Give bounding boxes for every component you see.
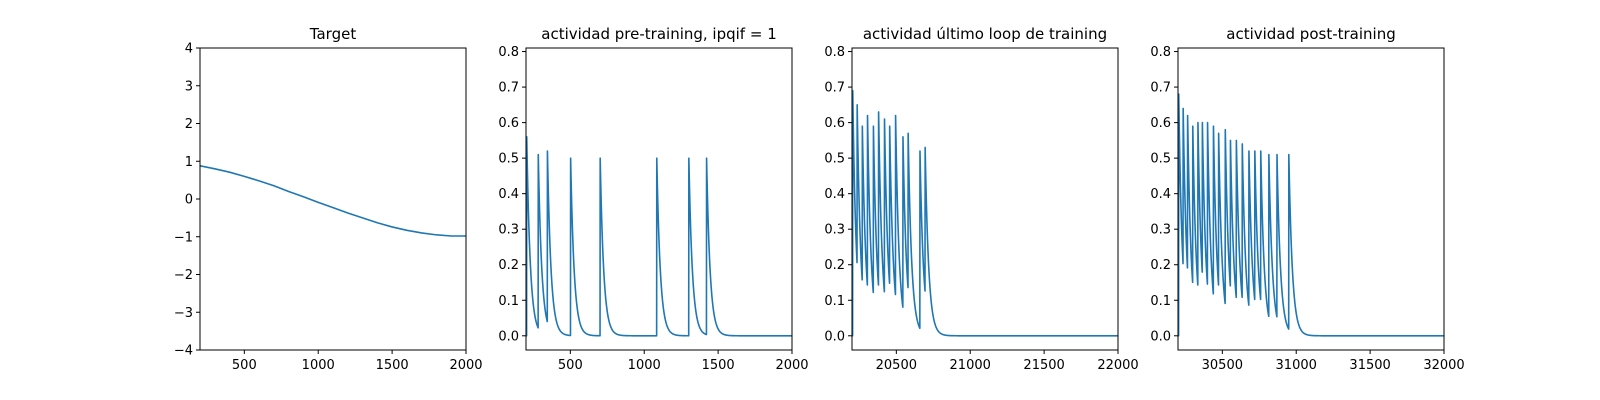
y-tick-label: 0.8	[1150, 45, 1171, 60]
x-tick-label: 500	[232, 358, 257, 373]
y-tick-label: 0.1	[498, 294, 519, 309]
y-tick-label: 0.5	[824, 152, 845, 167]
x-tick-label: 1000	[302, 358, 335, 373]
y-tick-label: 0.0	[498, 329, 519, 344]
x-tick-label: 20500	[876, 358, 917, 373]
y-tick-label: 2	[185, 117, 193, 132]
y-tick-label: 0.5	[1150, 152, 1171, 167]
y-tick-label: 0.7	[824, 81, 845, 96]
series-line	[526, 136, 792, 337]
axes-frame	[851, 47, 1119, 351]
y-tick-label: 0.1	[824, 294, 845, 309]
y-tick-label: 0.6	[498, 116, 519, 131]
y-tick-label: 0.8	[824, 45, 845, 60]
chart-title: Target	[309, 25, 357, 43]
y-tick-label: 0.8	[498, 45, 519, 60]
y-tick-label: 0.7	[1150, 81, 1171, 96]
y-tick-label: 0.4	[498, 187, 519, 202]
axes-frame	[525, 47, 793, 351]
y-tick-label: 0.6	[1150, 116, 1171, 131]
x-tick-label: 500	[558, 358, 583, 373]
chart-title: actividad pre-training, ipqif = 1	[541, 25, 777, 43]
y-tick-label: 1	[185, 155, 193, 170]
y-tick-label: −2	[174, 268, 193, 283]
chart-panel-2: 500 1000 1500 2000 0.0 0.1 0.2 0.3 0.4 0.5 0.6 0.7 0…	[498, 25, 808, 373]
series-line	[200, 164, 466, 237]
chart-panel-1: 500 1000 1500 2000 −4 −3 −2 −1 0 1 2 3 4 Target	[174, 25, 483, 373]
x-tick-label: 1500	[376, 358, 409, 373]
x-tick-label: 31000	[1276, 358, 1317, 373]
x-tick-label: 31500	[1349, 358, 1390, 373]
y-tick-label: 0.3	[498, 223, 519, 238]
y-tick-label: −1	[174, 230, 193, 245]
y-tick-label: 0.0	[1150, 329, 1171, 344]
x-tick-label: 2000	[449, 358, 482, 373]
x-tick-label: 21000	[950, 358, 991, 373]
y-tick-label: 0.4	[824, 187, 845, 202]
y-tick-label: 0.1	[1150, 294, 1171, 309]
y-tick-label: 0.2	[498, 258, 519, 273]
x-tick-label: 22000	[1097, 358, 1138, 373]
chart-title: actividad último loop de training	[863, 25, 1107, 43]
y-tick-label: 0	[185, 193, 193, 208]
x-tick-label: 1500	[702, 358, 735, 373]
y-tick-label: 0.3	[1150, 223, 1171, 238]
y-tick-label: 0.3	[824, 223, 845, 238]
series-line	[1178, 93, 1444, 337]
chart-title: actividad post-training	[1226, 25, 1395, 43]
x-tick-label: 1000	[628, 358, 661, 373]
x-tick-label: 2000	[775, 358, 808, 373]
y-tick-label: 4	[185, 42, 193, 57]
series-line	[852, 89, 1118, 337]
y-tick-label: 0.2	[824, 258, 845, 273]
axes-frame	[1177, 47, 1445, 351]
chart-panel-4: 30500 31000 31500 32000 0.0 0.1 0.2 0.3 0.4 0.5 0.…	[1150, 25, 1464, 373]
y-tick-label: 3	[185, 79, 193, 94]
y-tick-label: 0.5	[498, 152, 519, 167]
x-tick-label: 32000	[1423, 358, 1464, 373]
y-tick-label: 0.6	[824, 116, 845, 131]
y-tick-label: −3	[174, 306, 193, 321]
y-tick-label: 0.4	[1150, 187, 1171, 202]
y-tick-label: 0.7	[498, 81, 519, 96]
y-tick-label: 0.2	[1150, 258, 1171, 273]
y-tick-label: 0.0	[824, 329, 845, 344]
y-tick-label: −4	[174, 344, 193, 359]
x-tick-label: 21500	[1023, 358, 1064, 373]
chart-panel-3: 20500 21000 21500 22000 0.0 0.1 0.2 0.3 0.4 0.5 0.…	[824, 25, 1138, 373]
x-tick-label: 30500	[1202, 358, 1243, 373]
